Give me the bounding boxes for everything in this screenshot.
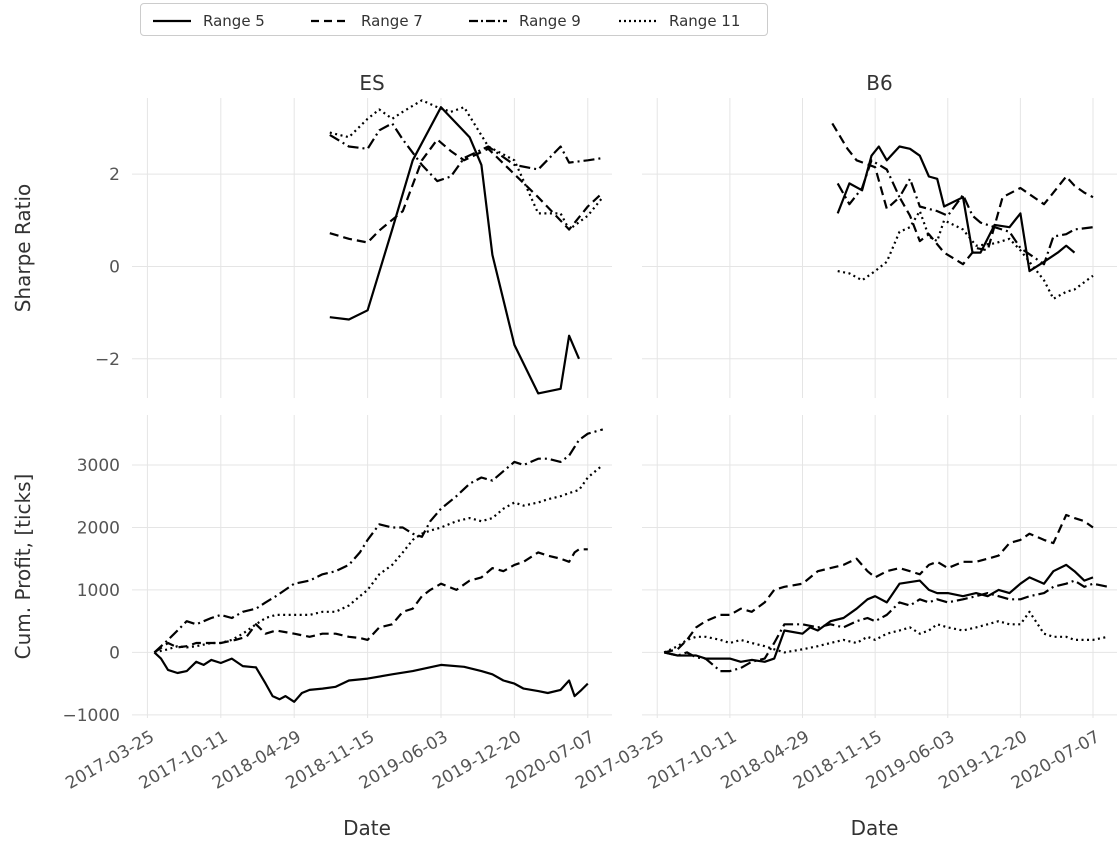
- series-line-range-5: [153, 651, 589, 703]
- y-tick-label: 0: [109, 643, 120, 663]
- series-line-range-11: [154, 464, 604, 654]
- y-tick-label: 3000: [77, 456, 120, 476]
- legend-swatch-dashdot: [469, 19, 507, 22]
- series-line-range-7: [329, 138, 604, 244]
- legend-swatch-dashed: [311, 19, 349, 22]
- legend-label: Range 7: [361, 11, 423, 30]
- y-tick-label: −2: [95, 350, 120, 370]
- series-line-range-7: [153, 548, 588, 654]
- series-line-range-7: [663, 513, 1094, 654]
- y-tick-label: −1000: [62, 706, 120, 726]
- y-axis-label: Sharpe Ratio: [11, 184, 35, 313]
- y-tick-label: 2000: [77, 518, 120, 538]
- legend-item-range-11: Range 11: [619, 4, 740, 37]
- series-line-range-11: [663, 610, 1109, 654]
- series-line-range-9: [663, 579, 1109, 673]
- legend-label: Range 9: [519, 11, 581, 30]
- series-line-range-7: [831, 122, 1094, 266]
- series-line-range-9: [836, 159, 1094, 266]
- panel-b6-sharpe: B6: [642, 71, 1117, 398]
- legend-item-range-5: Range 5: [153, 4, 265, 37]
- series-line-range-11: [329, 99, 604, 231]
- panel-title: B6: [866, 71, 892, 95]
- panel-b6-profit: 2017-03-252017-10-112018-04-292018-11-15…: [572, 415, 1117, 840]
- y-tick-label: 2: [109, 165, 120, 185]
- y-tick-label: 0: [109, 257, 120, 277]
- legend-item-range-9: Range 9: [469, 4, 581, 37]
- panel-title: ES: [359, 71, 384, 95]
- y-axis-label: Cum. Profit, [ticks]: [11, 474, 35, 660]
- series-line-range-5: [329, 106, 581, 395]
- x-axis-label: Date: [343, 816, 391, 840]
- series-line-range-5: [836, 145, 1076, 273]
- legend-swatch-solid: [153, 19, 191, 22]
- legend: Range 5 Range 7 Range 9 Range 11: [140, 3, 768, 36]
- series-line-range-5: [663, 563, 1094, 663]
- legend-label: Range 5: [203, 11, 265, 30]
- legend-label: Range 11: [669, 11, 741, 30]
- legend-swatch-dotted: [619, 19, 657, 22]
- legend-item-range-7: Range 7: [311, 4, 423, 37]
- series-line-range-9: [329, 122, 603, 183]
- y-tick-label: 1000: [77, 581, 120, 601]
- series-line-range-9: [153, 428, 604, 654]
- x-axis-label: Date: [851, 816, 899, 840]
- panel-es-sharpe: −2 0 2 ES Sharpe Ratio: [11, 71, 612, 398]
